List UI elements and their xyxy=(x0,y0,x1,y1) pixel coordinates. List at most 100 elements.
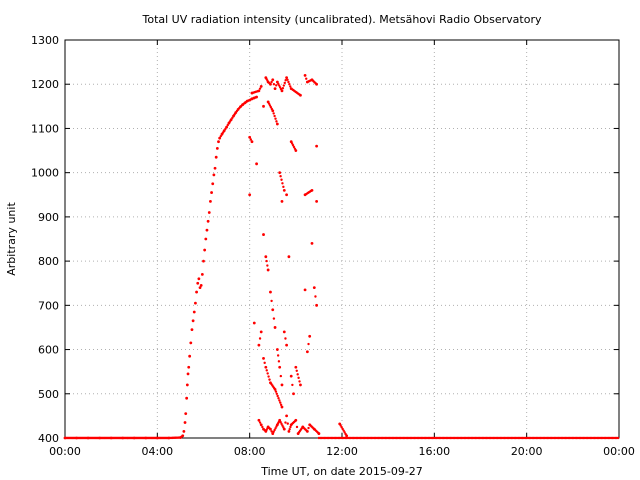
data-point xyxy=(217,140,220,144)
data-point xyxy=(267,375,270,378)
x-axis-label: Time UT, on date 2015-09-27 xyxy=(260,465,423,478)
data-point xyxy=(197,277,201,281)
data-point xyxy=(286,422,289,425)
data-point xyxy=(263,361,266,365)
x-tick-label: 00:00 xyxy=(49,445,81,458)
data-point xyxy=(261,425,264,429)
data-point xyxy=(200,272,204,276)
data-point xyxy=(291,144,295,147)
data-point xyxy=(207,211,211,214)
data-point xyxy=(270,299,273,303)
data-point xyxy=(273,387,277,391)
data-point xyxy=(271,78,275,82)
data-point xyxy=(280,405,284,409)
data-point xyxy=(283,81,286,85)
data-point xyxy=(265,369,268,372)
data-point xyxy=(183,421,187,424)
data-point xyxy=(315,82,319,86)
data-point xyxy=(299,383,302,387)
data-point xyxy=(269,82,272,86)
data-point xyxy=(275,392,278,395)
data-point xyxy=(252,321,256,325)
data-point xyxy=(204,237,208,241)
data-point xyxy=(258,421,262,424)
data-point xyxy=(279,420,282,424)
chart-title: Total UV radiation intensity (uncalibrat… xyxy=(142,13,542,26)
data-point xyxy=(278,365,282,369)
y-tick-label: 1300 xyxy=(31,34,59,47)
data-point xyxy=(280,383,284,387)
data-point xyxy=(285,76,288,79)
data-point xyxy=(270,80,273,84)
data-point xyxy=(287,255,291,259)
data-point xyxy=(294,149,298,152)
data-point xyxy=(296,373,299,376)
data-point xyxy=(218,136,222,140)
data-point xyxy=(305,350,309,354)
y-tick-label: 400 xyxy=(38,432,59,445)
data-point xyxy=(185,396,189,400)
data-point xyxy=(184,412,188,416)
data-point xyxy=(259,423,263,427)
y-axis-label: Arbitrary unit xyxy=(5,202,18,276)
data-point xyxy=(315,303,319,307)
data-point xyxy=(284,421,287,424)
data-point xyxy=(286,78,289,82)
data-point xyxy=(195,290,198,294)
data-point xyxy=(186,372,190,376)
data-point xyxy=(275,120,278,123)
data-point xyxy=(187,365,191,369)
data-point xyxy=(209,200,212,203)
data-point xyxy=(257,343,261,347)
data-point xyxy=(248,135,252,139)
y-tick-label: 500 xyxy=(38,388,59,401)
data-point xyxy=(266,268,270,272)
data-point xyxy=(269,427,272,431)
data-point xyxy=(258,87,262,90)
data-point xyxy=(616,436,620,440)
data-point xyxy=(249,138,253,141)
data-point xyxy=(298,380,301,383)
data-point xyxy=(277,360,281,363)
data-point xyxy=(274,427,277,430)
data-point xyxy=(278,86,282,89)
data-point xyxy=(262,357,265,360)
data-point xyxy=(211,182,215,186)
x-tick-label: 04:00 xyxy=(141,445,173,458)
data-point xyxy=(192,310,196,314)
data-point xyxy=(206,219,210,223)
data-point xyxy=(282,330,286,334)
data-points xyxy=(63,73,620,440)
y-tick-label: 900 xyxy=(38,211,59,224)
data-point xyxy=(277,397,280,400)
data-point xyxy=(317,432,321,435)
data-point xyxy=(272,83,276,86)
data-point xyxy=(282,185,285,189)
data-point xyxy=(262,104,265,108)
data-point xyxy=(312,286,316,290)
data-point xyxy=(270,430,273,433)
data-point xyxy=(262,233,265,236)
data-point xyxy=(190,328,194,332)
data-point xyxy=(264,365,268,369)
data-point xyxy=(265,259,268,263)
data-point xyxy=(308,334,312,338)
data-point xyxy=(280,89,284,93)
data-point xyxy=(196,281,200,285)
data-point xyxy=(273,87,277,91)
data-point xyxy=(257,418,261,422)
data-point xyxy=(268,104,272,107)
data-point xyxy=(276,394,279,398)
data-point xyxy=(295,369,298,372)
data-point xyxy=(281,87,285,90)
data-point xyxy=(272,317,276,320)
data-point xyxy=(295,425,299,429)
data-point xyxy=(185,383,189,387)
data-point xyxy=(305,77,308,80)
data-point xyxy=(279,401,282,404)
data-point xyxy=(315,144,319,148)
data-point xyxy=(310,242,314,245)
x-tick-label: 16:00 xyxy=(418,445,450,458)
data-point xyxy=(281,182,284,185)
